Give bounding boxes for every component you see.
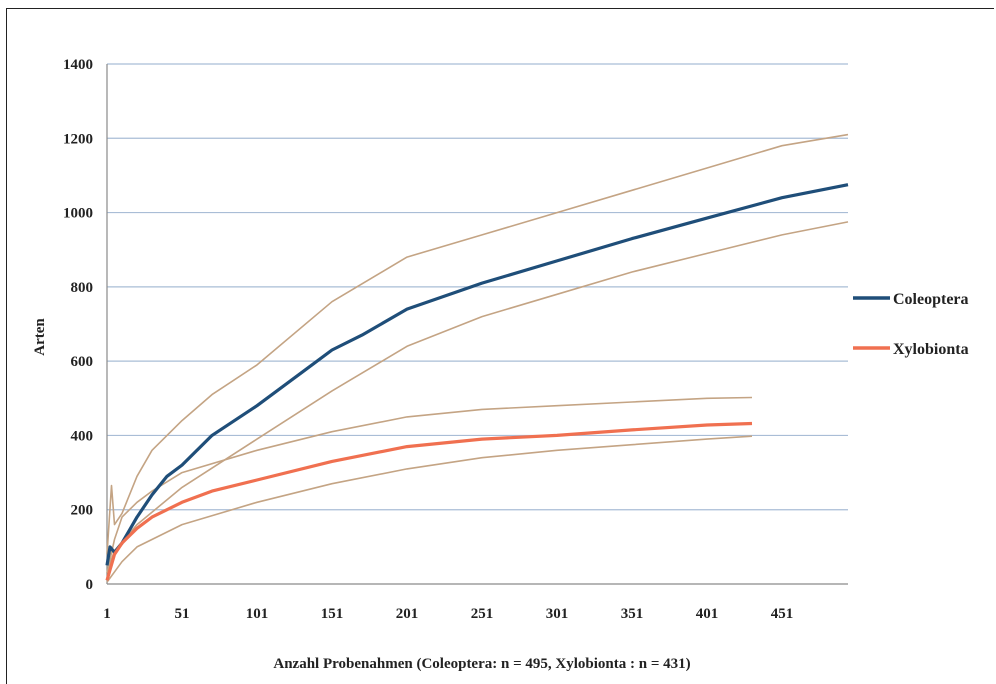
x-tick-label: 351 [621, 606, 644, 622]
y-tick-labels: 0 200 400 600 800 1000 1200 1400 [63, 57, 93, 593]
confidence-bounds [107, 135, 848, 582]
y-tick-label: 800 [71, 280, 94, 296]
y-axis-title: Arten [32, 318, 48, 356]
legend: Coleoptera Xylobionta [853, 291, 969, 358]
x-tick-labels: 1 51 101 151 201 251 301 351 401 451 [103, 606, 793, 622]
x-tick-label: 51 [175, 606, 190, 622]
series-line-coleoptera-upper [107, 135, 848, 555]
y-tick-label: 600 [71, 354, 94, 370]
x-tick-label: 1 [103, 606, 111, 622]
y-tick-label: 200 [71, 503, 94, 519]
series-line-xylobionta-upper [107, 398, 752, 573]
main-series [107, 185, 848, 581]
x-axis-title: Anzahl Probenahmen (Coleoptera: n = 495,… [273, 656, 690, 672]
y-tick-label: 400 [71, 428, 94, 444]
y-tick-label: 1000 [63, 206, 93, 222]
x-tick-label: 251 [471, 606, 494, 622]
series-line-coleoptera [107, 185, 848, 566]
x-tick-label: 301 [546, 606, 569, 622]
x-tick-label: 451 [771, 606, 794, 622]
x-tick-label: 101 [246, 606, 269, 622]
legend-label: Xylobionta [893, 341, 969, 358]
legend-label: Coleoptera [893, 291, 969, 308]
y-tick-label: 1400 [63, 57, 93, 73]
y-tick-label: 1200 [63, 131, 93, 147]
x-tick-label: 401 [696, 606, 719, 622]
x-tick-label: 151 [321, 606, 344, 622]
y-tick-label: 0 [86, 577, 94, 593]
gridlines [107, 64, 848, 584]
x-tick-label: 201 [396, 606, 419, 622]
series-line-xylobionta [107, 424, 752, 581]
